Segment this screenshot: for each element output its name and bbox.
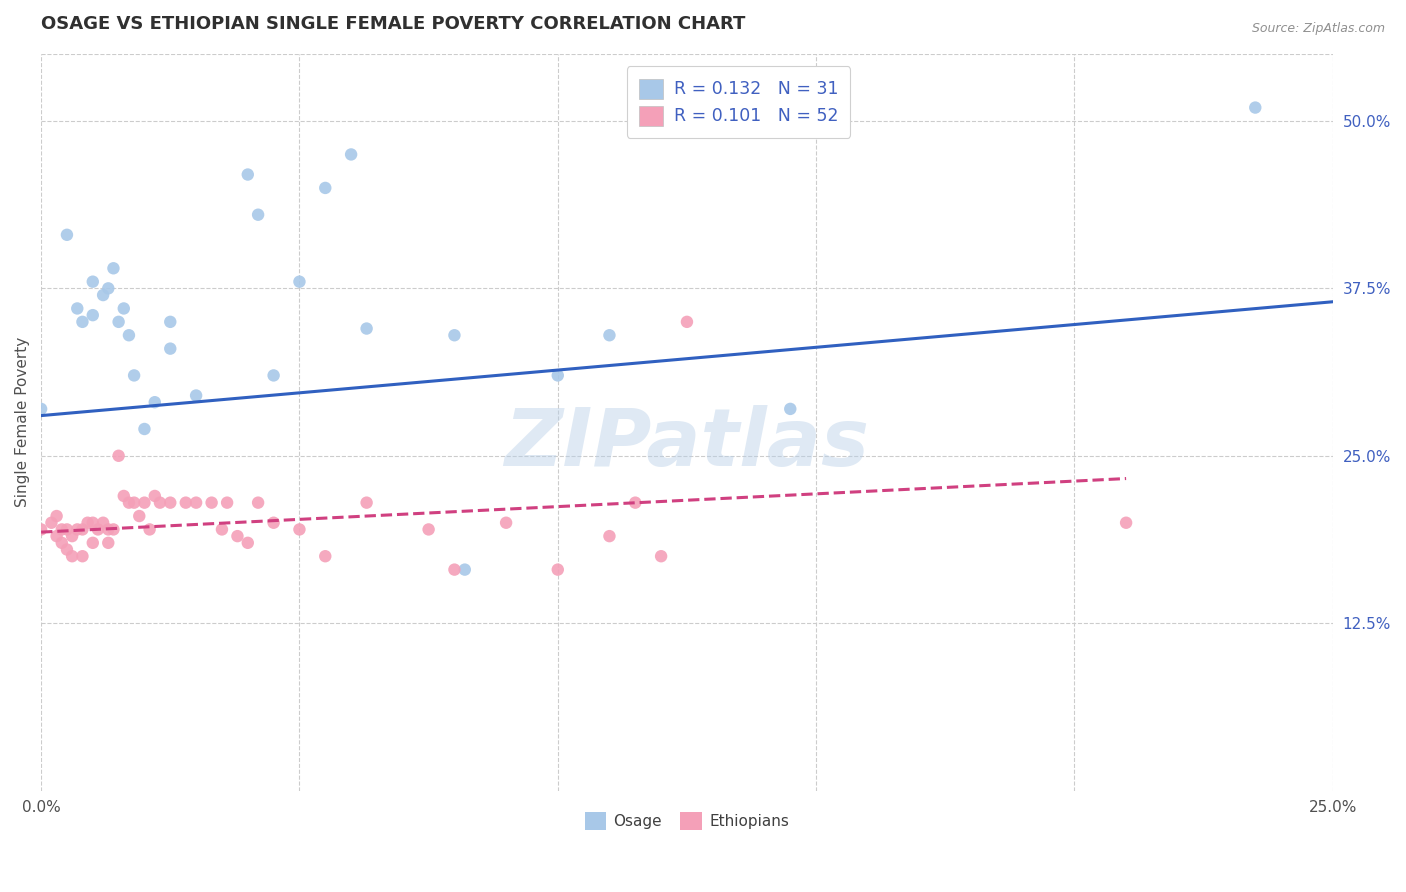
Point [159,315,181,329]
Point [598,328,620,343]
Point [45,529,67,543]
Point [60,529,83,543]
Point [56,542,79,557]
Point [149,496,172,510]
Point [122,368,145,383]
Point [82,536,104,550]
Point [82,275,104,289]
Point [1244,101,1267,115]
Point [650,549,672,564]
Point [288,275,311,289]
Point [112,489,135,503]
Point [340,147,363,161]
Point [1115,516,1137,530]
Point [97,536,120,550]
Point [547,368,569,383]
Text: ZIPatlas: ZIPatlas [505,405,869,483]
Point [676,315,699,329]
Point [97,281,120,295]
Point [263,516,285,530]
Point [56,227,79,242]
Point [201,496,224,510]
Point [356,496,378,510]
Point [60,549,83,564]
Point [72,549,94,564]
Point [128,509,150,524]
Point [122,496,145,510]
Point [624,496,647,510]
Point [779,401,801,416]
Text: OSAGE VS ETHIOPIAN SINGLE FEMALE POVERTY CORRELATION CHART: OSAGE VS ETHIOPIAN SINGLE FEMALE POVERTY… [41,15,745,33]
Point [82,308,104,322]
Point [143,395,166,409]
Point [30,401,52,416]
Point [51,536,73,550]
Point [314,181,336,195]
Point [138,523,160,537]
Point [66,301,89,316]
Point [314,549,336,564]
Point [263,368,285,383]
Point [91,288,114,302]
Point [118,496,141,510]
Point [112,301,135,316]
Point [443,563,465,577]
Point [184,388,207,402]
Point [107,315,129,329]
Point [217,496,239,510]
Point [134,496,156,510]
Point [103,523,125,537]
Y-axis label: Single Female Poverty: Single Female Poverty [15,337,30,508]
Point [72,315,94,329]
Point [103,261,125,276]
Point [247,496,270,510]
Point [134,422,156,436]
Point [418,523,440,537]
Point [356,321,378,335]
Legend: Osage, Ethiopians: Osage, Ethiopians [578,806,796,836]
Point [547,563,569,577]
Point [495,516,517,530]
Point [211,523,233,537]
Point [184,496,207,510]
Point [91,516,114,530]
Point [454,563,477,577]
Point [87,523,110,537]
Point [226,529,249,543]
Point [97,523,120,537]
Point [288,523,311,537]
Point [41,516,63,530]
Point [118,328,141,343]
Text: Source: ZipAtlas.com: Source: ZipAtlas.com [1251,22,1385,36]
Point [30,523,52,537]
Point [76,516,98,530]
Point [236,168,259,182]
Point [82,516,104,530]
Point [247,208,270,222]
Point [443,328,465,343]
Point [236,536,259,550]
Point [45,509,67,524]
Point [159,342,181,356]
Point [51,523,73,537]
Point [56,523,79,537]
Point [174,496,197,510]
Point [107,449,129,463]
Point [159,496,181,510]
Point [598,529,620,543]
Point [143,489,166,503]
Point [72,523,94,537]
Point [66,523,89,537]
